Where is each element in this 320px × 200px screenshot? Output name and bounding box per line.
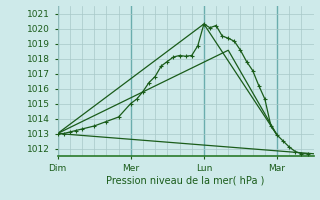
X-axis label: Pression niveau de la mer( hPa ): Pression niveau de la mer( hPa ) bbox=[107, 175, 265, 185]
